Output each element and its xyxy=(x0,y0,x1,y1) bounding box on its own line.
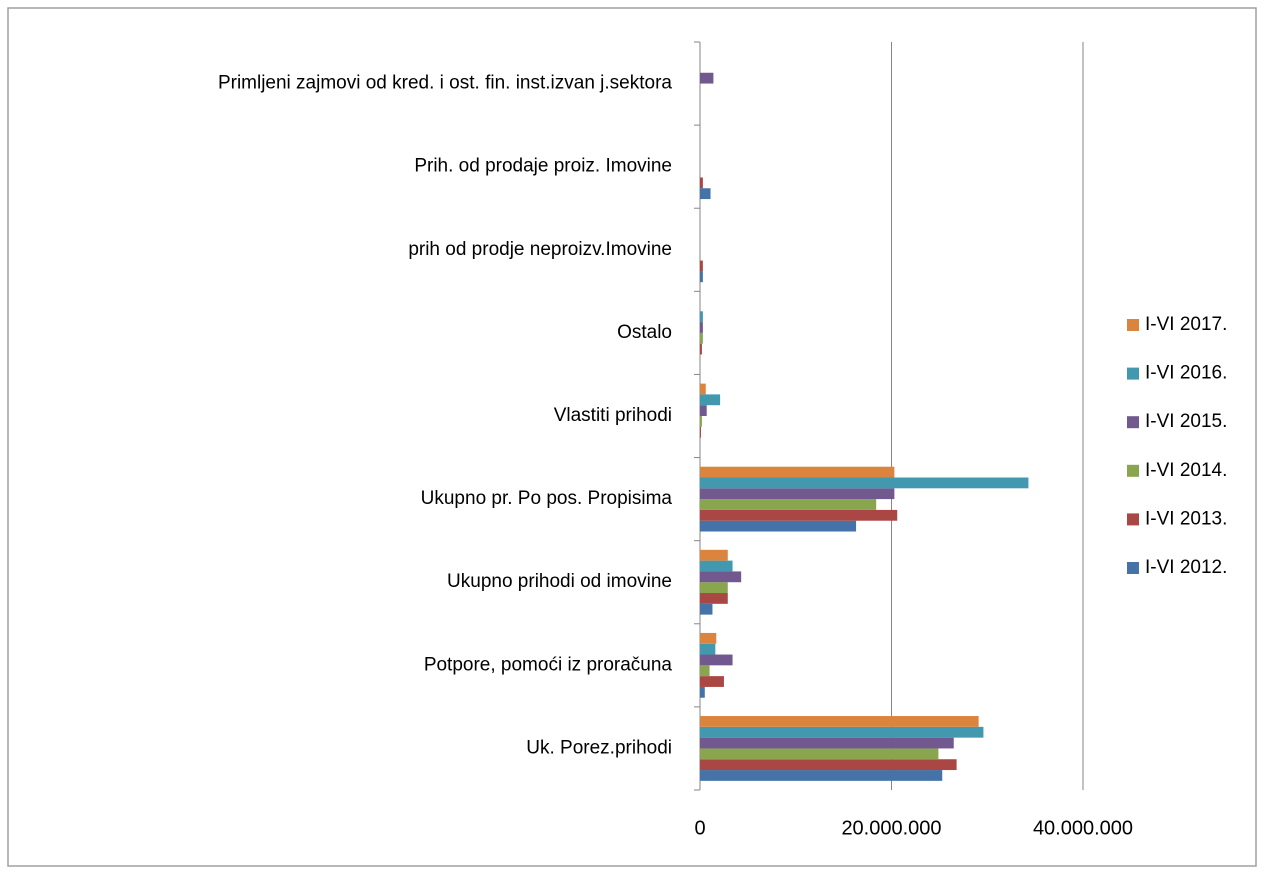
bar xyxy=(700,654,733,666)
bar xyxy=(700,582,728,594)
bar xyxy=(700,488,895,500)
bar xyxy=(700,322,703,333)
legend-swatch xyxy=(1127,513,1139,526)
bar xyxy=(700,549,728,561)
bar xyxy=(700,477,1029,489)
bar xyxy=(700,332,703,344)
legend-label: I-VI 2015. xyxy=(1145,411,1227,432)
bar xyxy=(700,686,705,698)
bar xyxy=(700,509,898,521)
bar xyxy=(700,593,728,604)
bar xyxy=(700,466,895,478)
bar xyxy=(700,737,954,749)
bar xyxy=(700,560,733,572)
bar xyxy=(700,177,703,189)
bar xyxy=(700,665,710,677)
x-tick-label: 0 xyxy=(694,817,705,839)
bar xyxy=(700,188,711,200)
bar xyxy=(700,271,703,283)
chart-frame xyxy=(7,7,1257,867)
bar xyxy=(700,571,742,583)
legend-swatch xyxy=(1127,319,1139,331)
bar xyxy=(700,748,939,760)
x-tick-label: 20.000.000 xyxy=(841,817,941,839)
legend-label: I-VI 2012. xyxy=(1145,557,1227,578)
legend-label: I-VI 2016. xyxy=(1145,363,1227,384)
bar xyxy=(700,416,702,427)
bar xyxy=(700,383,706,395)
y-tick-label: Uk. Porez.prihodi xyxy=(526,737,672,758)
y-tick-label: Vlastiti prihodi xyxy=(554,405,672,426)
y-tick-label: Ostalo xyxy=(617,322,672,343)
bar xyxy=(700,311,703,323)
bar xyxy=(700,643,716,655)
bar xyxy=(700,343,702,355)
bar xyxy=(700,499,877,510)
legend-label: I-VI 2013. xyxy=(1145,508,1227,529)
legend-swatch xyxy=(1127,562,1139,574)
bar xyxy=(700,759,957,771)
legend-label: I-VI 2014. xyxy=(1145,460,1227,481)
y-tick-label: Ukupno prihodi od imovine xyxy=(447,571,672,592)
bar xyxy=(700,676,724,687)
y-tick-label: prih od prodje neproizv.Imovine xyxy=(408,239,672,260)
bar xyxy=(700,726,984,738)
bar xyxy=(700,770,943,781)
bar xyxy=(700,632,717,644)
y-tick-label: Primljeni zajmovi od kred. i ost. fin. i… xyxy=(218,73,672,94)
bar xyxy=(700,405,707,416)
legend-swatch xyxy=(1127,367,1139,380)
legend-swatch xyxy=(1127,464,1139,477)
y-tick-label: Ukupno pr. Po pos. Propisima xyxy=(421,488,673,509)
bar xyxy=(700,72,714,84)
bar xyxy=(700,394,721,406)
y-tick-label: Potpore, pomoći iz proračuna xyxy=(424,654,673,675)
legend-swatch xyxy=(1127,416,1139,429)
x-tick-label: 40.000.000 xyxy=(1033,817,1133,839)
bar xyxy=(700,426,701,438)
bar xyxy=(700,520,857,532)
bar xyxy=(700,260,703,272)
legend-label: I-VI 2017. xyxy=(1145,314,1227,335)
bar xyxy=(700,603,713,615)
y-tick-label: Prih. od prodaje proiz. Imovine xyxy=(414,156,672,177)
bar xyxy=(700,716,979,727)
